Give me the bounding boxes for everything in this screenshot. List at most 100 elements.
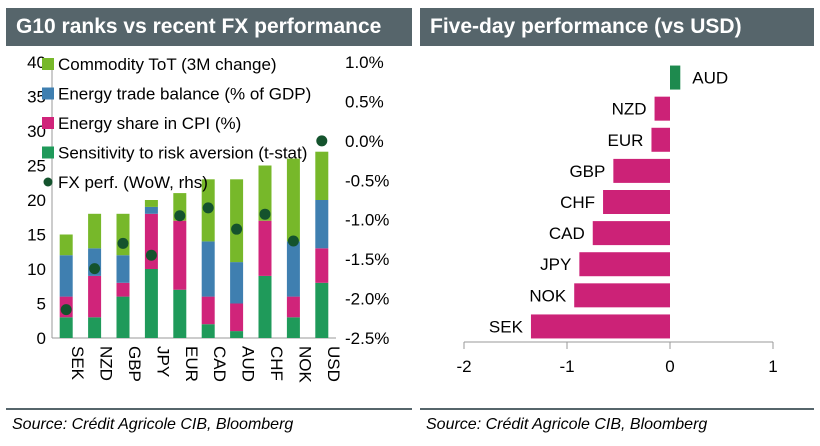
- bar-category-label: CAD: [549, 224, 585, 243]
- bar-category-label: JPY: [540, 255, 571, 274]
- five-day-bar: [579, 252, 670, 277]
- bar-category-label: AUD: [692, 69, 728, 88]
- stacked-bar-segment: [88, 213, 102, 249]
- five-day-bar: [654, 96, 670, 121]
- stacked-bar-segment: [201, 296, 215, 325]
- right-y-tick-label: -0.5%: [345, 171, 389, 190]
- five-day-bar: [574, 283, 670, 308]
- stacked-bar-segment: [315, 200, 329, 249]
- x-category-label: GBP: [125, 346, 144, 382]
- legend-swatch: [42, 146, 54, 159]
- fx-perf-marker: [145, 249, 157, 261]
- legend-label: Sensitivity to risk aversion (t-stat): [58, 144, 307, 163]
- right-y-tick-label: 0.5%: [345, 92, 384, 111]
- x-category-label: EUR: [182, 346, 201, 382]
- stacked-bar-segment: [144, 200, 158, 207]
- fx-perf-marker: [117, 237, 129, 249]
- fx-perf-marker: [287, 235, 299, 247]
- stacked-bar-segment: [173, 220, 187, 290]
- five-day-bar: [670, 65, 681, 90]
- five-day-bar: [613, 158, 670, 183]
- right-panel-title: Five-day performance (vs USD): [420, 8, 814, 46]
- right-y-tick-label: 0.0%: [345, 132, 384, 151]
- left-y-tick-label: 30: [27, 122, 46, 141]
- stacked-bar-segment: [201, 324, 215, 338]
- fx-perf-marker: [202, 202, 214, 214]
- stacked-bar-segment: [286, 158, 300, 242]
- left-y-tick-label: 15: [27, 226, 46, 245]
- x-tick-label: 1: [768, 357, 777, 376]
- stacked-bar-segment: [315, 282, 329, 338]
- right-source-note: Source: Crédit Agricole CIB, Bloomberg: [420, 408, 814, 438]
- x-category-label: JPY: [153, 346, 172, 377]
- x-category-label: CAD: [210, 346, 229, 382]
- legend-swatch: [42, 87, 54, 100]
- fx-perf-marker: [231, 223, 243, 235]
- stacked-bar-segment: [230, 179, 244, 263]
- fx-perf-marker: [174, 210, 186, 222]
- x-category-label: SEK: [68, 346, 87, 381]
- x-category-label: USD: [324, 346, 343, 382]
- five-day-bar: [603, 190, 670, 214]
- stacked-bar-segment: [59, 317, 73, 338]
- fx-perf-marker: [259, 208, 271, 220]
- x-tick-label: -2: [456, 357, 471, 376]
- stacked-bar-segment: [59, 234, 73, 256]
- legend-marker: [43, 177, 53, 187]
- left-y-tick-label: 35: [27, 88, 46, 107]
- stacked-bar-segment: [173, 289, 187, 338]
- stacked-bar-segment: [116, 296, 130, 338]
- left-y-tick-label: 40: [27, 53, 46, 72]
- stacked-bar-segment: [144, 269, 158, 338]
- x-tick-label: 0: [665, 357, 674, 376]
- legend-label: Energy share in CPI (%): [58, 114, 241, 133]
- legend-swatch: [42, 117, 54, 129]
- stacked-bar-segment: [230, 303, 244, 332]
- stacked-bar-segment: [286, 296, 300, 318]
- x-category-label: AUD: [239, 346, 258, 382]
- fx-perf-marker: [316, 135, 328, 147]
- five-day-bar: [651, 127, 670, 152]
- right-y-tick-label: -1.0%: [345, 211, 389, 230]
- five-day-bar: [592, 221, 670, 246]
- stacked-bar-segment: [144, 206, 158, 214]
- x-category-label: NZD: [97, 346, 116, 381]
- stacked-bar-segment: [230, 331, 244, 338]
- stacked-bar-segment: [59, 255, 73, 297]
- bar-category-label: NOK: [529, 286, 567, 305]
- bar-category-label: SEK: [489, 317, 524, 336]
- right-y-tick-label: -2.5%: [345, 329, 389, 348]
- bar-category-label: CHF: [560, 193, 595, 212]
- fx-perf-marker: [89, 263, 101, 275]
- stacked-bar-segment: [286, 317, 300, 338]
- legend-label: Commodity ToT (3M change): [58, 55, 277, 74]
- right-y-tick-label: -1.5%: [345, 250, 389, 269]
- x-category-label: NOK: [295, 346, 314, 384]
- stacked-bar-segment: [258, 165, 272, 221]
- stacked-bar-segment: [230, 262, 244, 304]
- stacked-bar-segment: [286, 241, 300, 297]
- legend-swatch: [42, 58, 54, 70]
- right-y-tick-label: 1.0%: [345, 53, 384, 72]
- x-tick-label: -1: [559, 357, 574, 376]
- stacked-bar-segment: [116, 255, 130, 283]
- five-day-bar: [530, 314, 670, 339]
- left-y-tick-label: 5: [37, 295, 46, 314]
- bar-category-label: EUR: [608, 131, 644, 150]
- right-y-tick-label: -2.0%: [345, 290, 389, 309]
- left-y-tick-label: 20: [27, 191, 46, 210]
- x-category-label: CHF: [267, 346, 286, 381]
- left-source-note: Source: Crédit Agricole CIB, Bloomberg: [6, 408, 412, 438]
- stacked-bar-segment: [315, 248, 329, 283]
- left-y-tick-label: 0: [37, 329, 46, 348]
- legend-label: FX perf. (WoW, rhs): [58, 173, 208, 192]
- stacked-bar-segment: [116, 282, 130, 297]
- left-y-tick-label: 10: [27, 260, 46, 279]
- stacked-bar-segment: [258, 275, 272, 338]
- left-panel-title: G10 ranks vs recent FX performance: [6, 8, 412, 46]
- bar-category-label: NZD: [612, 100, 647, 119]
- left-y-tick-label: 25: [27, 157, 46, 176]
- fx-perf-marker: [60, 304, 72, 316]
